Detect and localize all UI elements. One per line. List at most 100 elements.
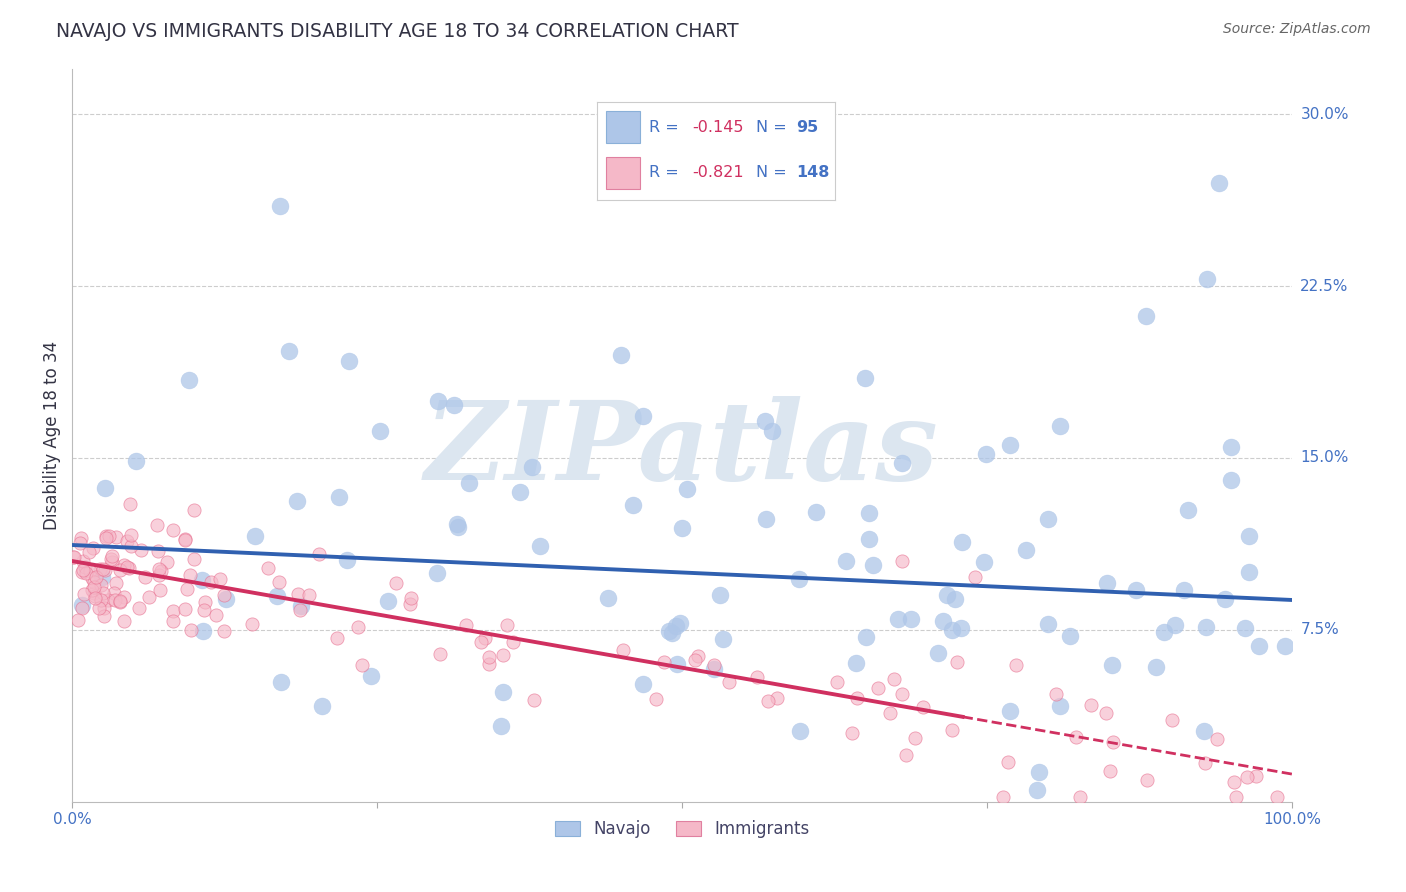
Point	[148, 567, 170, 582]
Point	[1095, 706, 1118, 721]
Point	[104, 592, 127, 607]
Point	[1205, 732, 1227, 747]
Point	[117, 560, 139, 574]
Point	[1236, 770, 1258, 784]
Point	[761, 424, 783, 438]
Point	[883, 673, 905, 687]
Point	[285, 493, 308, 508]
Point	[91, 586, 114, 600]
Point	[496, 617, 519, 632]
Point	[936, 588, 959, 602]
Point	[80, 571, 103, 585]
Point	[134, 570, 156, 584]
Point	[328, 490, 350, 504]
Point	[1274, 639, 1296, 653]
Point	[1194, 724, 1216, 739]
Point	[858, 506, 880, 520]
Point	[72, 598, 94, 612]
Point	[868, 681, 890, 695]
Point	[887, 612, 910, 626]
Point	[179, 372, 201, 386]
Point	[1135, 309, 1157, 323]
Point	[1233, 621, 1256, 635]
Point	[900, 612, 922, 626]
Point	[612, 643, 634, 657]
Point	[77, 545, 100, 559]
Point	[754, 414, 776, 428]
Point	[129, 543, 152, 558]
Point	[703, 658, 725, 673]
Point	[610, 348, 633, 362]
Point	[756, 694, 779, 708]
Point	[124, 454, 146, 468]
Point	[943, 592, 966, 607]
Point	[1101, 658, 1123, 673]
Point	[474, 631, 496, 645]
Point	[652, 655, 675, 669]
Point	[215, 591, 238, 606]
Point	[62, 550, 84, 565]
Point	[146, 517, 169, 532]
Point	[686, 648, 709, 663]
Point	[426, 566, 449, 580]
Point	[212, 624, 235, 638]
Point	[718, 675, 741, 690]
Text: 22.5%: 22.5%	[1301, 278, 1348, 293]
Point	[427, 393, 450, 408]
Point	[269, 575, 291, 590]
Point	[72, 554, 94, 568]
Point	[894, 747, 917, 762]
Point	[104, 530, 127, 544]
Point	[671, 521, 693, 535]
Point	[1136, 772, 1159, 787]
Point	[695, 142, 717, 156]
Point	[399, 591, 422, 605]
Point	[120, 497, 142, 511]
Point	[711, 632, 734, 646]
Point	[912, 699, 935, 714]
Text: ZIPatlas: ZIPatlas	[425, 396, 939, 503]
Point	[112, 614, 135, 628]
Y-axis label: Disability Age 18 to 34: Disability Age 18 to 34	[44, 341, 60, 530]
Point	[443, 398, 465, 412]
Point	[941, 623, 963, 637]
Point	[360, 669, 382, 683]
Point	[66, 613, 89, 627]
Point	[336, 553, 359, 567]
Point	[621, 498, 644, 512]
Point	[120, 540, 142, 554]
Point	[174, 602, 197, 616]
Point	[173, 532, 195, 546]
Point	[661, 626, 683, 640]
Point	[162, 604, 184, 618]
Point	[991, 789, 1014, 804]
Point	[346, 620, 368, 634]
Point	[1098, 764, 1121, 779]
Point	[447, 519, 470, 533]
Point	[502, 634, 524, 648]
Text: NAVAJO VS IMMIGRANTS DISABILITY AGE 18 TO 34 CORRELATION CHART: NAVAJO VS IMMIGRANTS DISABILITY AGE 18 T…	[56, 22, 740, 41]
Point	[1097, 576, 1119, 591]
Point	[368, 425, 391, 439]
Point	[1237, 529, 1260, 543]
Point	[93, 608, 115, 623]
Text: 30.0%: 30.0%	[1301, 107, 1348, 122]
Point	[834, 554, 856, 568]
Point	[1173, 582, 1195, 597]
Point	[998, 704, 1021, 718]
Point	[89, 562, 111, 576]
Point	[598, 591, 620, 606]
Point	[745, 670, 768, 684]
Point	[298, 588, 321, 602]
Point	[1045, 687, 1067, 701]
Point	[128, 600, 150, 615]
Point	[1028, 764, 1050, 779]
Point	[115, 559, 138, 574]
Point	[973, 555, 995, 569]
Point	[841, 725, 863, 739]
Point	[1177, 502, 1199, 516]
Point	[509, 484, 531, 499]
Point	[927, 646, 949, 660]
Point	[1102, 735, 1125, 749]
Point	[337, 354, 360, 368]
